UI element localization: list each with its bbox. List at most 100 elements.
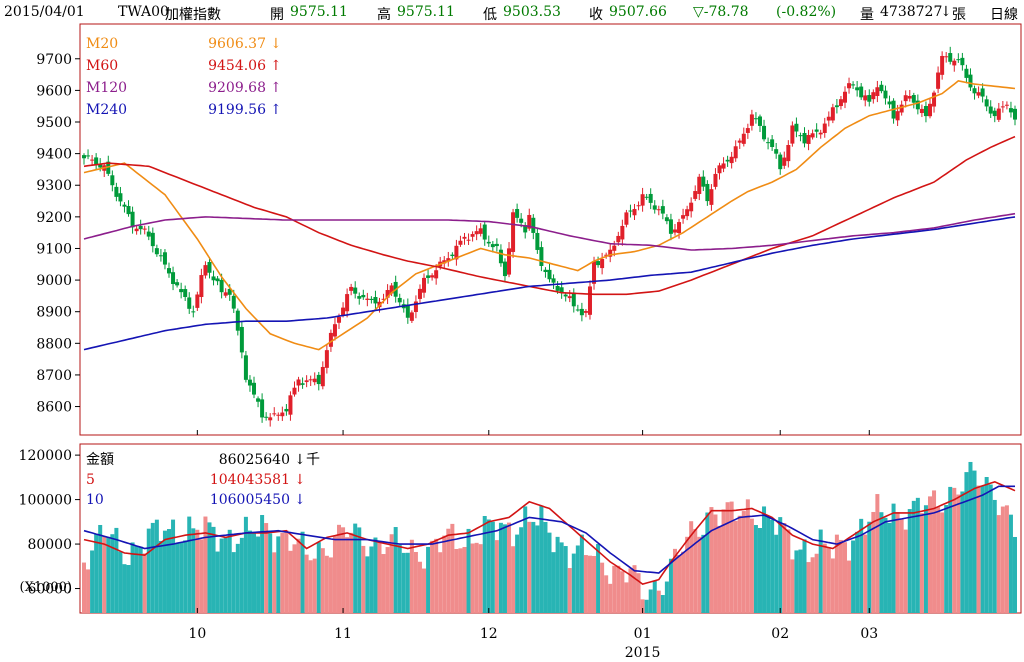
- volume-bar: [559, 542, 564, 613]
- volume-bar: [207, 522, 212, 613]
- volume-bar: [847, 560, 852, 613]
- period-label[interactable]: 日線: [990, 7, 1018, 23]
- volume-value: 4738727: [880, 4, 943, 20]
- candle-body: [284, 408, 289, 412]
- candle-body: [859, 86, 864, 98]
- volume-bar: [114, 527, 119, 613]
- price-panel[interactable]: 8600 8700 8800 8900 9000 9100 9200 9300 9400 9500…: [36, 23, 1022, 436]
- candle-body: [430, 275, 435, 278]
- volume-bar: [146, 528, 151, 613]
- candle: [851, 81, 856, 90]
- candle: [729, 151, 734, 169]
- candle-body: [207, 262, 212, 273]
- candle: [134, 224, 139, 235]
- candle: [252, 376, 257, 399]
- candle: [842, 86, 847, 109]
- candle-body: [664, 217, 669, 222]
- candle-body: [511, 212, 516, 252]
- volume-bar: [899, 518, 904, 613]
- ma120-line: [83, 212, 1016, 251]
- candle: [964, 64, 969, 84]
- volume-bar: [677, 554, 682, 613]
- candle: [304, 375, 309, 388]
- candle-body: [247, 379, 252, 386]
- candle: [264, 412, 269, 421]
- candle-body: [911, 95, 916, 103]
- candle: [608, 243, 613, 263]
- month-label: 11: [334, 626, 352, 642]
- volume-bar: [130, 542, 135, 613]
- candle-body: [842, 91, 847, 103]
- candle-body: [721, 163, 726, 169]
- candle-body: [146, 231, 151, 237]
- candle-body: [863, 95, 868, 101]
- volume-bar: [697, 536, 702, 613]
- low-value: 9503.53: [503, 4, 561, 20]
- volume-bar: [252, 531, 257, 613]
- candle-body: [685, 209, 690, 217]
- volume-bar: [895, 512, 900, 613]
- candle-body: [834, 105, 839, 108]
- candle: [636, 201, 641, 211]
- candle-body: [944, 56, 949, 58]
- candle-body: [82, 155, 86, 159]
- candle: [721, 157, 726, 173]
- candle-body: [450, 254, 455, 257]
- volume-bar: [337, 524, 342, 613]
- candle: [150, 227, 155, 253]
- candle-body: [134, 228, 139, 232]
- candle: [312, 372, 317, 386]
- candle-body: [818, 132, 823, 135]
- candle: [223, 288, 228, 298]
- candle: [802, 127, 807, 148]
- candle-body: [604, 254, 609, 256]
- candle-body: [150, 232, 155, 247]
- candle: [543, 267, 548, 278]
- volume-bar: [203, 516, 208, 613]
- volume-bar: [685, 536, 690, 613]
- volume-bar: [304, 554, 309, 613]
- volume-bar: [268, 533, 273, 613]
- volume-bar: [527, 521, 532, 613]
- candle-body: [980, 88, 985, 97]
- volume-bar: [231, 552, 236, 613]
- candle-body: [668, 219, 673, 234]
- candle-body: [231, 295, 236, 309]
- volume-bar: [972, 470, 977, 613]
- candle-body: [656, 209, 661, 211]
- candle-body: [745, 128, 750, 133]
- candle-body: [660, 206, 665, 214]
- volume-bar: [82, 562, 86, 613]
- volume-bar: [648, 589, 653, 613]
- volume-bar: [960, 491, 965, 613]
- candle-body: [693, 191, 698, 199]
- candle-body: [239, 326, 244, 353]
- volume-bar: [907, 509, 912, 613]
- volume-bar: [725, 502, 730, 613]
- candle: [822, 117, 827, 138]
- candle-body: [705, 183, 710, 202]
- candle-body: [494, 243, 499, 247]
- candle: [984, 95, 989, 112]
- price-tick-label: 8900: [36, 305, 72, 321]
- candle: [195, 291, 200, 311]
- volume-bar: [753, 525, 758, 613]
- volume-bar: [608, 583, 613, 613]
- volume-bar: [1000, 506, 1005, 613]
- candle: [430, 273, 435, 281]
- legend-ma-value: 9209.68: [208, 80, 266, 96]
- volume-bar: [235, 543, 240, 613]
- month-label: 03: [860, 626, 878, 642]
- candle: [1004, 101, 1009, 110]
- volume-bar: [745, 499, 750, 613]
- volume-bar: [511, 546, 516, 613]
- candle: [373, 290, 378, 309]
- candle: [183, 285, 188, 301]
- high-value: 9575.11: [397, 4, 455, 20]
- candle-body: [211, 276, 216, 281]
- candle-body: [482, 224, 487, 240]
- candle: [511, 208, 516, 258]
- candle-body: [86, 155, 91, 157]
